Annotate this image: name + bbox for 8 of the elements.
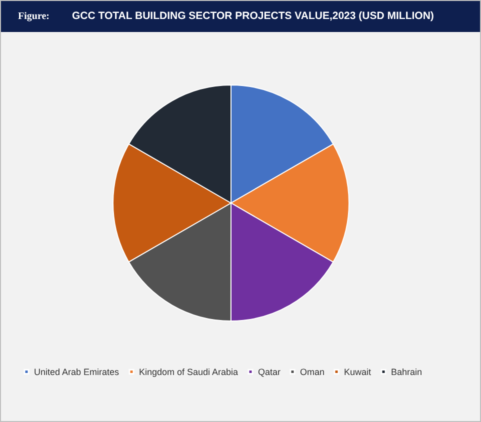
chart-title: GCC TOTAL BUILDING SECTOR PROJECTS VALUE,2023 (USD MILLION) [72, 10, 434, 22]
legend-label: Qatar [258, 366, 281, 377]
legend-label: Bahrain [391, 366, 422, 377]
text: Figure: [18, 11, 50, 22]
legend-label: Kingdom of Saudi Arabia [139, 366, 238, 377]
legend-label: Oman [300, 366, 325, 377]
legend-label: United Arab Emirates [34, 366, 120, 377]
legend-label: Kuwait [344, 366, 372, 377]
